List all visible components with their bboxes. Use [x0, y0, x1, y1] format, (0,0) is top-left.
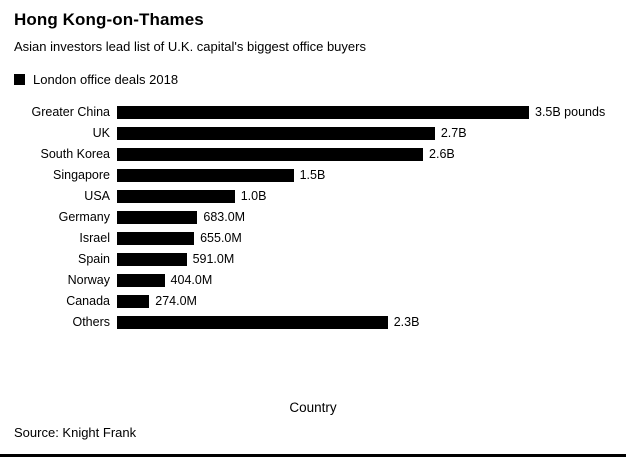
value-label: 2.3B	[393, 315, 420, 330]
bar	[117, 210, 198, 224]
bar	[117, 147, 424, 161]
legend: London office deals 2018	[14, 72, 612, 87]
bar	[117, 168, 294, 182]
bar-track: 1.5B	[117, 168, 529, 183]
bar-row: Germany 683.0M	[14, 207, 612, 228]
category-label: Israel	[79, 231, 110, 246]
bar-track: 274.0M	[117, 294, 529, 309]
bar-track: 683.0M	[117, 210, 529, 225]
value-label: 404.0M	[170, 273, 213, 288]
value-label: 683.0M	[203, 210, 246, 225]
category-label: UK	[92, 126, 110, 141]
value-label: 1.0B	[240, 189, 267, 204]
bar	[117, 105, 529, 119]
value-label: 655.0M	[200, 231, 242, 246]
source-note: Source: Knight Frank	[14, 425, 137, 440]
bar	[117, 126, 435, 140]
bar-track: 3.5B pounds	[117, 105, 605, 119]
bar	[117, 273, 165, 287]
category-label: Norway	[67, 273, 110, 288]
category-label: South Korea	[40, 147, 111, 162]
legend-swatch-icon	[14, 73, 25, 85]
value-label: 274.0M	[155, 294, 197, 309]
bar	[117, 294, 150, 308]
chart-title: Hong Kong-on-Thames	[14, 10, 204, 29]
bar-track: 1.0B	[117, 189, 529, 204]
category-label: Greater China	[31, 105, 110, 120]
bar-track: 404.0M	[117, 273, 529, 288]
category-label: Spain	[78, 252, 110, 267]
bar	[117, 189, 235, 203]
bar-row: UK 2.7B	[14, 123, 612, 144]
bar-track: 2.7B	[117, 126, 529, 141]
chart-subtitle: Asian investors lead list of U.K. capita…	[14, 39, 366, 55]
bar-row: Spain 591.0M	[14, 249, 612, 270]
value-label: 591.0M	[192, 252, 235, 267]
bar-row: USA 1.0B	[14, 186, 612, 207]
category-label: Others	[72, 315, 110, 330]
category-label: Germany	[58, 210, 110, 225]
legend-label: London office deals 2018	[33, 71, 179, 87]
bar-chart: Greater China 3.5B pounds UK 2.7B South Kore…	[14, 102, 612, 333]
bar-track: 591.0M	[117, 252, 529, 267]
bar	[117, 252, 187, 266]
bar-track: 2.6B	[117, 147, 529, 162]
bar-row: Greater China 3.5B pounds	[14, 102, 612, 123]
category-label: Singapore	[53, 168, 110, 183]
bar-row: Others 2.3B	[14, 312, 612, 333]
value-label: 2.7B	[440, 126, 467, 141]
bar-row: Israel 655.0M	[14, 228, 612, 249]
value-label: 2.6B	[429, 147, 455, 162]
value-label: 3.5B pounds	[535, 105, 606, 120]
x-axis-label: Country	[289, 400, 337, 415]
bar	[117, 315, 388, 329]
bar	[117, 231, 195, 245]
bar-row: Canada 274.0M	[14, 291, 612, 312]
bar-row: Norway 404.0M	[14, 270, 612, 291]
category-label: USA	[84, 189, 110, 204]
value-label: 1.5B	[299, 168, 326, 183]
category-label: Canada	[66, 294, 110, 309]
bar-track: 2.3B	[117, 315, 529, 330]
bottom-rule	[0, 454, 626, 457]
bar-track: 655.0M	[117, 231, 529, 246]
bar-row: Singapore 1.5B	[14, 165, 612, 186]
bar-row: South Korea 2.6B	[14, 144, 612, 165]
